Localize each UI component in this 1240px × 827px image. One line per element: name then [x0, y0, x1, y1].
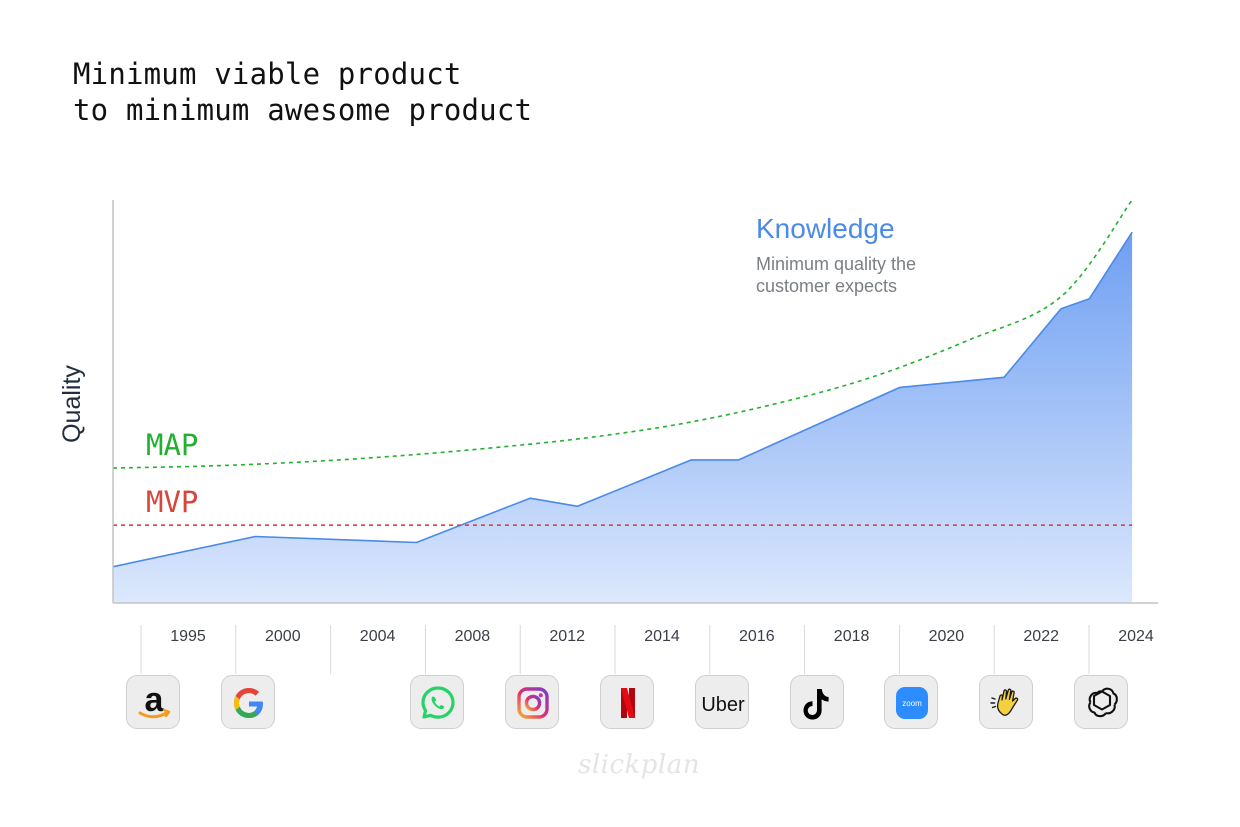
zoom-icon: zoom [896, 687, 929, 719]
svg-text:a: a [145, 681, 165, 719]
uber-logo: Uber [694, 675, 749, 729]
map-label: MAP [146, 428, 198, 462]
x-tick-label: 2012 [549, 628, 585, 645]
google-logo [220, 675, 275, 729]
amazon-logo: a [126, 675, 180, 729]
x-tick-label: 2022 [1023, 628, 1059, 645]
whatsapp-icon [421, 686, 455, 719]
whatsapp-logo [410, 675, 465, 729]
clubhouse-logo [979, 675, 1034, 729]
page-title: Minimum viable product to minimum awesom… [73, 56, 532, 128]
amazon-icon: a [138, 681, 171, 719]
instagram-logo [505, 675, 560, 729]
x-tick-label: 2020 [929, 628, 965, 645]
title-line-1: Minimum viable product [73, 57, 462, 91]
title-line-2: to minimum awesome product [73, 93, 533, 127]
tiktok-logo [789, 675, 844, 729]
x-tick-label: 2004 [360, 628, 396, 645]
x-tick-label: 2016 [739, 628, 775, 645]
svg-text:Uber: Uber [701, 694, 745, 716]
knowledge-caption-line: customer expects [756, 276, 897, 296]
map-line [112, 199, 1133, 469]
y-axis-label: Quality [58, 365, 86, 443]
knowledge-caption-line: Minimum quality the [756, 254, 916, 274]
x-tick-label: 2000 [265, 628, 301, 645]
netflix-logo [600, 675, 654, 729]
openai-icon [1088, 687, 1118, 718]
x-tick-label: 2024 [1118, 628, 1154, 645]
svg-text:zoom: zoom [903, 699, 923, 708]
knowledge-area [113, 232, 1133, 603]
knowledge-label: Knowledge [756, 213, 895, 244]
x-tick-label: 2018 [834, 628, 870, 645]
x-tick-label: 2008 [455, 628, 491, 645]
watermark-logo: slickplan [578, 750, 700, 780]
instagram-icon [517, 687, 549, 719]
openai-logo [1074, 675, 1128, 729]
x-tick-label: 2014 [644, 628, 680, 645]
mvp-label: MVP [146, 485, 198, 519]
tiktok-icon [803, 689, 829, 720]
clubhouse-icon [990, 688, 1019, 716]
netflix-icon [621, 688, 635, 718]
knowledge-line [112, 231, 1133, 568]
google-icon [233, 688, 263, 718]
uber-icon: Uber [701, 694, 745, 716]
x-tick-label: 1995 [170, 628, 206, 645]
zoom-logo: zoom [884, 675, 939, 729]
